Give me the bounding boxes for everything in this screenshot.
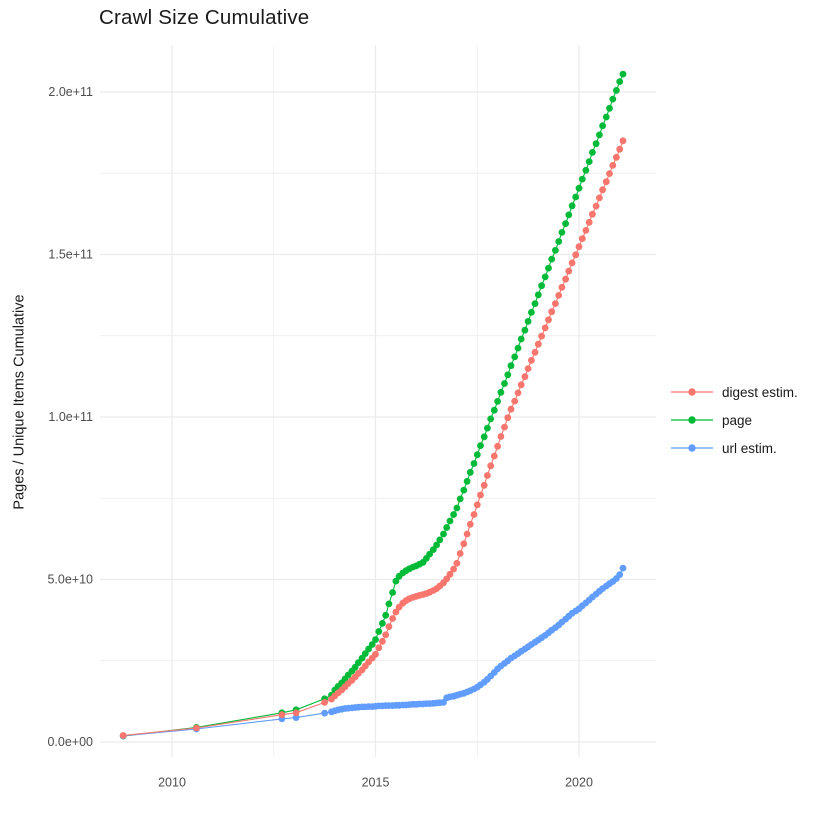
legend: digest estim. page url estim. — [670, 378, 798, 462]
series-digest-estim — [119, 137, 627, 739]
legend-item-digest-estim: digest estim. — [670, 378, 798, 406]
axis-tick-labels: 2010 2015 2020 0.0e+00 5.0e+10 1.0e+11 1.5e+11… — [47, 85, 592, 789]
y-tick-label: 2.0e+11 — [48, 85, 93, 99]
legend-label-url: url estim. — [722, 440, 777, 456]
legend-label-digest: digest estim. — [722, 384, 798, 400]
legend-item-page: page — [670, 406, 798, 434]
chart-title: Crawl Size Cumulative — [99, 6, 310, 29]
series-url-estim — [119, 564, 627, 740]
legend-key-url-icon — [671, 444, 713, 452]
y-tick-label: 5.0e+10 — [47, 573, 93, 587]
y-tick-label: 0.0e+00 — [47, 735, 93, 749]
legend-label-page: page — [722, 412, 753, 428]
y-tick-label: 1.0e+11 — [48, 410, 93, 424]
legend-key-page-icon — [671, 416, 713, 424]
x-tick-label: 2020 — [565, 775, 593, 789]
legend-item-url-estim: url estim. — [670, 434, 798, 462]
series-page — [119, 70, 627, 740]
x-tick-label: 2010 — [158, 775, 186, 789]
x-tick-label: 2015 — [362, 775, 390, 789]
gridlines — [100, 45, 656, 757]
legend-key-digest-icon — [671, 388, 713, 396]
y-tick-label: 1.5e+11 — [48, 248, 93, 262]
